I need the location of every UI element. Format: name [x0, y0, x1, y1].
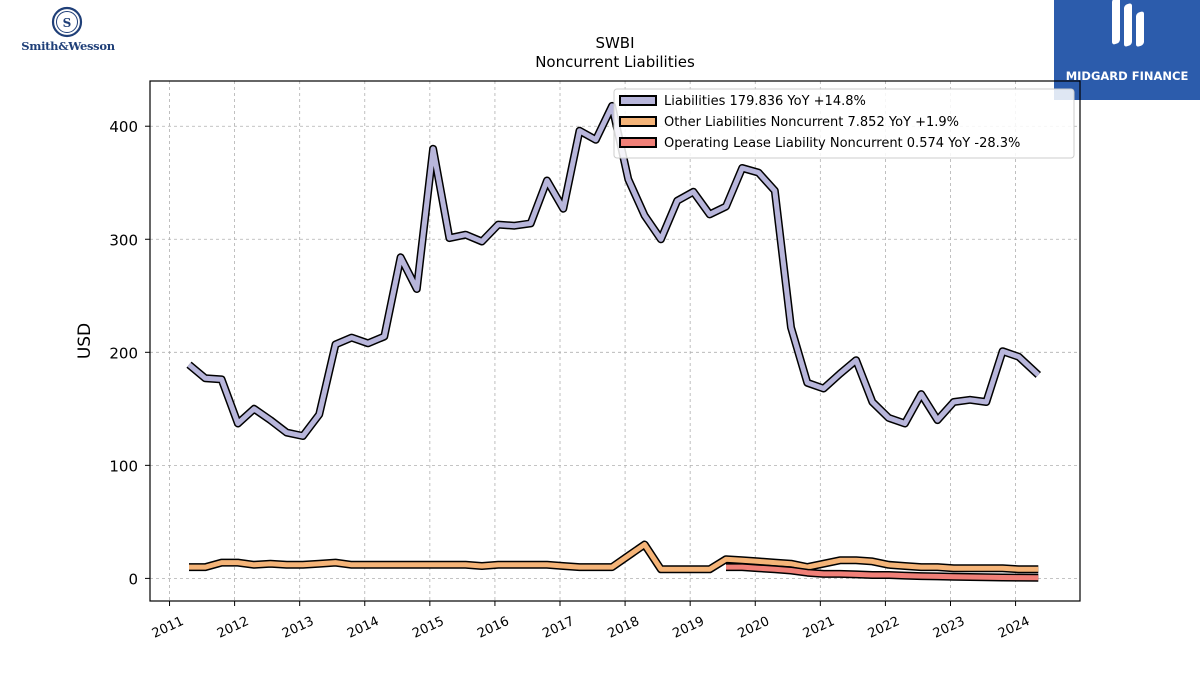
- legend-label: Liabilities 179.836 YoY +14.8%: [664, 94, 866, 109]
- x-tick-label: 2015: [410, 614, 446, 642]
- series-lines: [186, 101, 1042, 582]
- x-tick-label: 2012: [215, 614, 251, 642]
- y-tick-label: 200: [109, 344, 138, 362]
- y-tick-label: 300: [109, 231, 138, 249]
- legend-swatch: [619, 116, 657, 127]
- y-tick-label: 400: [109, 118, 138, 136]
- plot-frame: [149, 80, 1081, 602]
- smith-wesson-logo: S Smith&Wesson: [6, 6, 130, 56]
- x-tick-label: 2013: [280, 614, 316, 642]
- legend-swatch: [619, 95, 657, 106]
- legend-swatch: [619, 137, 657, 148]
- chart-subtitle: Noncurrent Liabilities: [535, 53, 695, 71]
- x-tick-label: 2011: [150, 614, 186, 642]
- legend-label: Operating Lease Liability Noncurrent 0.5…: [664, 136, 1020, 151]
- sw-seal-icon: S: [51, 6, 83, 38]
- legend-label: Other Liabilities Noncurrent 7.852 YoY +…: [664, 115, 959, 130]
- grid: [150, 81, 1080, 601]
- legend: Liabilities 179.836 YoY +14.8% Other Liab…: [613, 88, 1075, 159]
- x-tick-label: 2014: [345, 614, 381, 642]
- midgard-m-icon: [1112, 0, 1144, 47]
- y-tick-label: 0: [128, 570, 138, 588]
- x-tick-label: 2018: [605, 614, 641, 642]
- x-tick-label: 2022: [866, 614, 902, 642]
- series-0: [186, 101, 1042, 440]
- x-tick-label: 2020: [736, 614, 772, 642]
- y-tick-label: 100: [109, 457, 138, 475]
- x-tick-label: 2019: [671, 614, 707, 642]
- y-axis-label: USD: [75, 323, 95, 359]
- midgard-finance-wordmark: MIDGARD FINANCE: [1065, 69, 1189, 83]
- x-tick-label: 2016: [475, 614, 511, 642]
- series-line: [189, 542, 1039, 572]
- series-line: [726, 564, 1039, 581]
- svg-text:S: S: [63, 16, 72, 30]
- x-tick-label: 2017: [540, 614, 576, 642]
- series-2: [726, 563, 1039, 582]
- series-1: [189, 540, 1039, 574]
- series-line: [187, 103, 1041, 439]
- x-tick-label: 2023: [931, 614, 967, 642]
- legend-box: [613, 88, 1075, 159]
- chart-title: SWBI: [595, 34, 634, 52]
- smith-wesson-wordmark: Smith&Wesson: [21, 39, 115, 53]
- midgard-finance-logo: MIDGARD FINANCE: [1054, 0, 1200, 100]
- x-tick-label: 2021: [801, 614, 837, 642]
- x-tick-label: 2024: [996, 614, 1032, 642]
